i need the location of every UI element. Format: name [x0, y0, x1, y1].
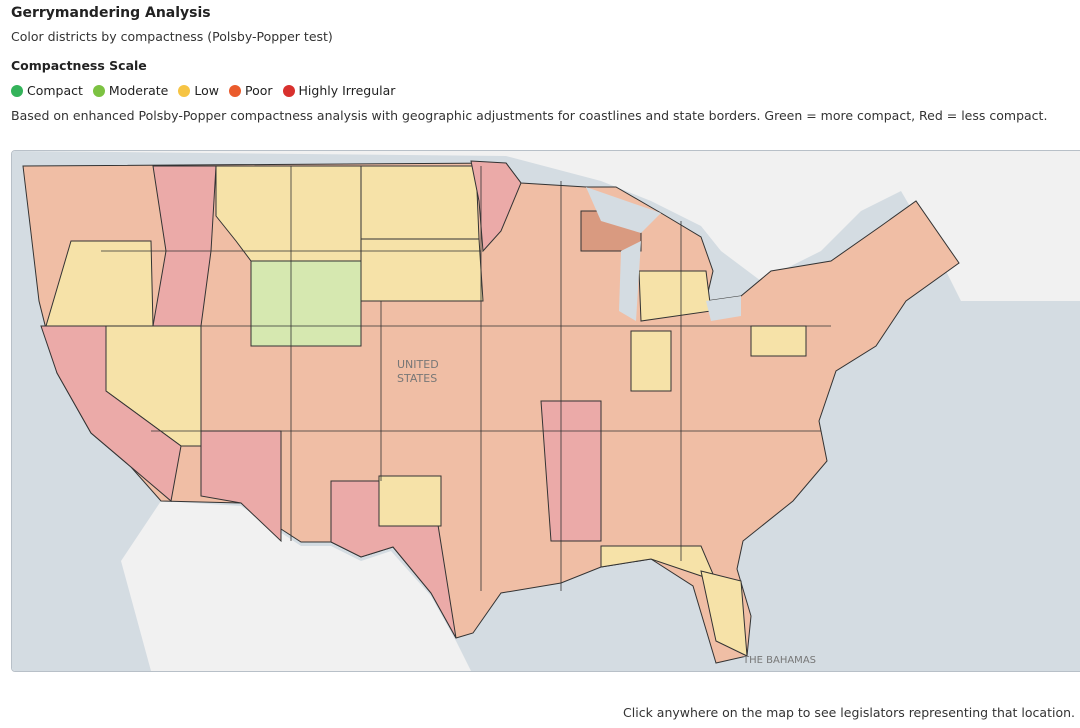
lake: [706, 296, 741, 321]
district: [250, 260, 362, 347]
legend-swatch: [178, 84, 191, 97]
legend-label: Highly Irregular: [298, 83, 396, 98]
legend-label: Poor: [245, 83, 273, 98]
legend-swatch: [11, 84, 23, 97]
district: [360, 165, 480, 240]
district: [700, 570, 748, 657]
district: [45, 240, 154, 327]
district: [470, 160, 522, 253]
district: [600, 545, 717, 582]
legend-label: Moderate: [108, 83, 169, 98]
legend-swatch: [229, 84, 241, 97]
district-lines: [101, 166, 831, 591]
district: [630, 330, 672, 392]
legend-item: Poor: [229, 83, 273, 98]
legend-item: Moderate: [92, 83, 169, 98]
district: [750, 325, 807, 357]
legend-swatch: [282, 84, 295, 97]
legend-item: Highly Irregular: [282, 83, 396, 98]
description: Based on enhanced Polsby-Popper compactn…: [11, 108, 1048, 123]
legend-label: Compact: [27, 83, 83, 98]
legend-title: Compactness Scale: [11, 58, 147, 73]
legend-item: Compact: [11, 83, 83, 98]
lake: [619, 241, 641, 321]
district: [378, 475, 442, 527]
legend-label: Low: [194, 83, 219, 98]
district: [540, 400, 602, 542]
map[interactable]: UNITED STATES THE BAHAMAS: [11, 150, 1080, 672]
subtitle: Color districts by compactness (Polsby-P…: [11, 29, 333, 44]
place-label: THE BAHAMAS: [742, 655, 816, 666]
title: Gerrymandering Analysis: [11, 5, 211, 21]
canada: [12, 151, 1080, 301]
footer-note: Click anywhere on the map to see legisla…: [623, 705, 1075, 720]
lake: [586, 187, 661, 233]
mexico: [121, 501, 471, 671]
legend-item: Low: [178, 83, 219, 98]
legend-swatch: [92, 84, 105, 97]
legend: Compact Moderate Low Poor Highly Irregular: [11, 83, 395, 98]
district: [40, 325, 182, 502]
map-canvas[interactable]: UNITED STATES THE BAHAMAS: [12, 151, 1080, 671]
district: [360, 238, 484, 302]
country-label: UNITED: [397, 358, 439, 371]
country-label: STATES: [397, 372, 437, 385]
